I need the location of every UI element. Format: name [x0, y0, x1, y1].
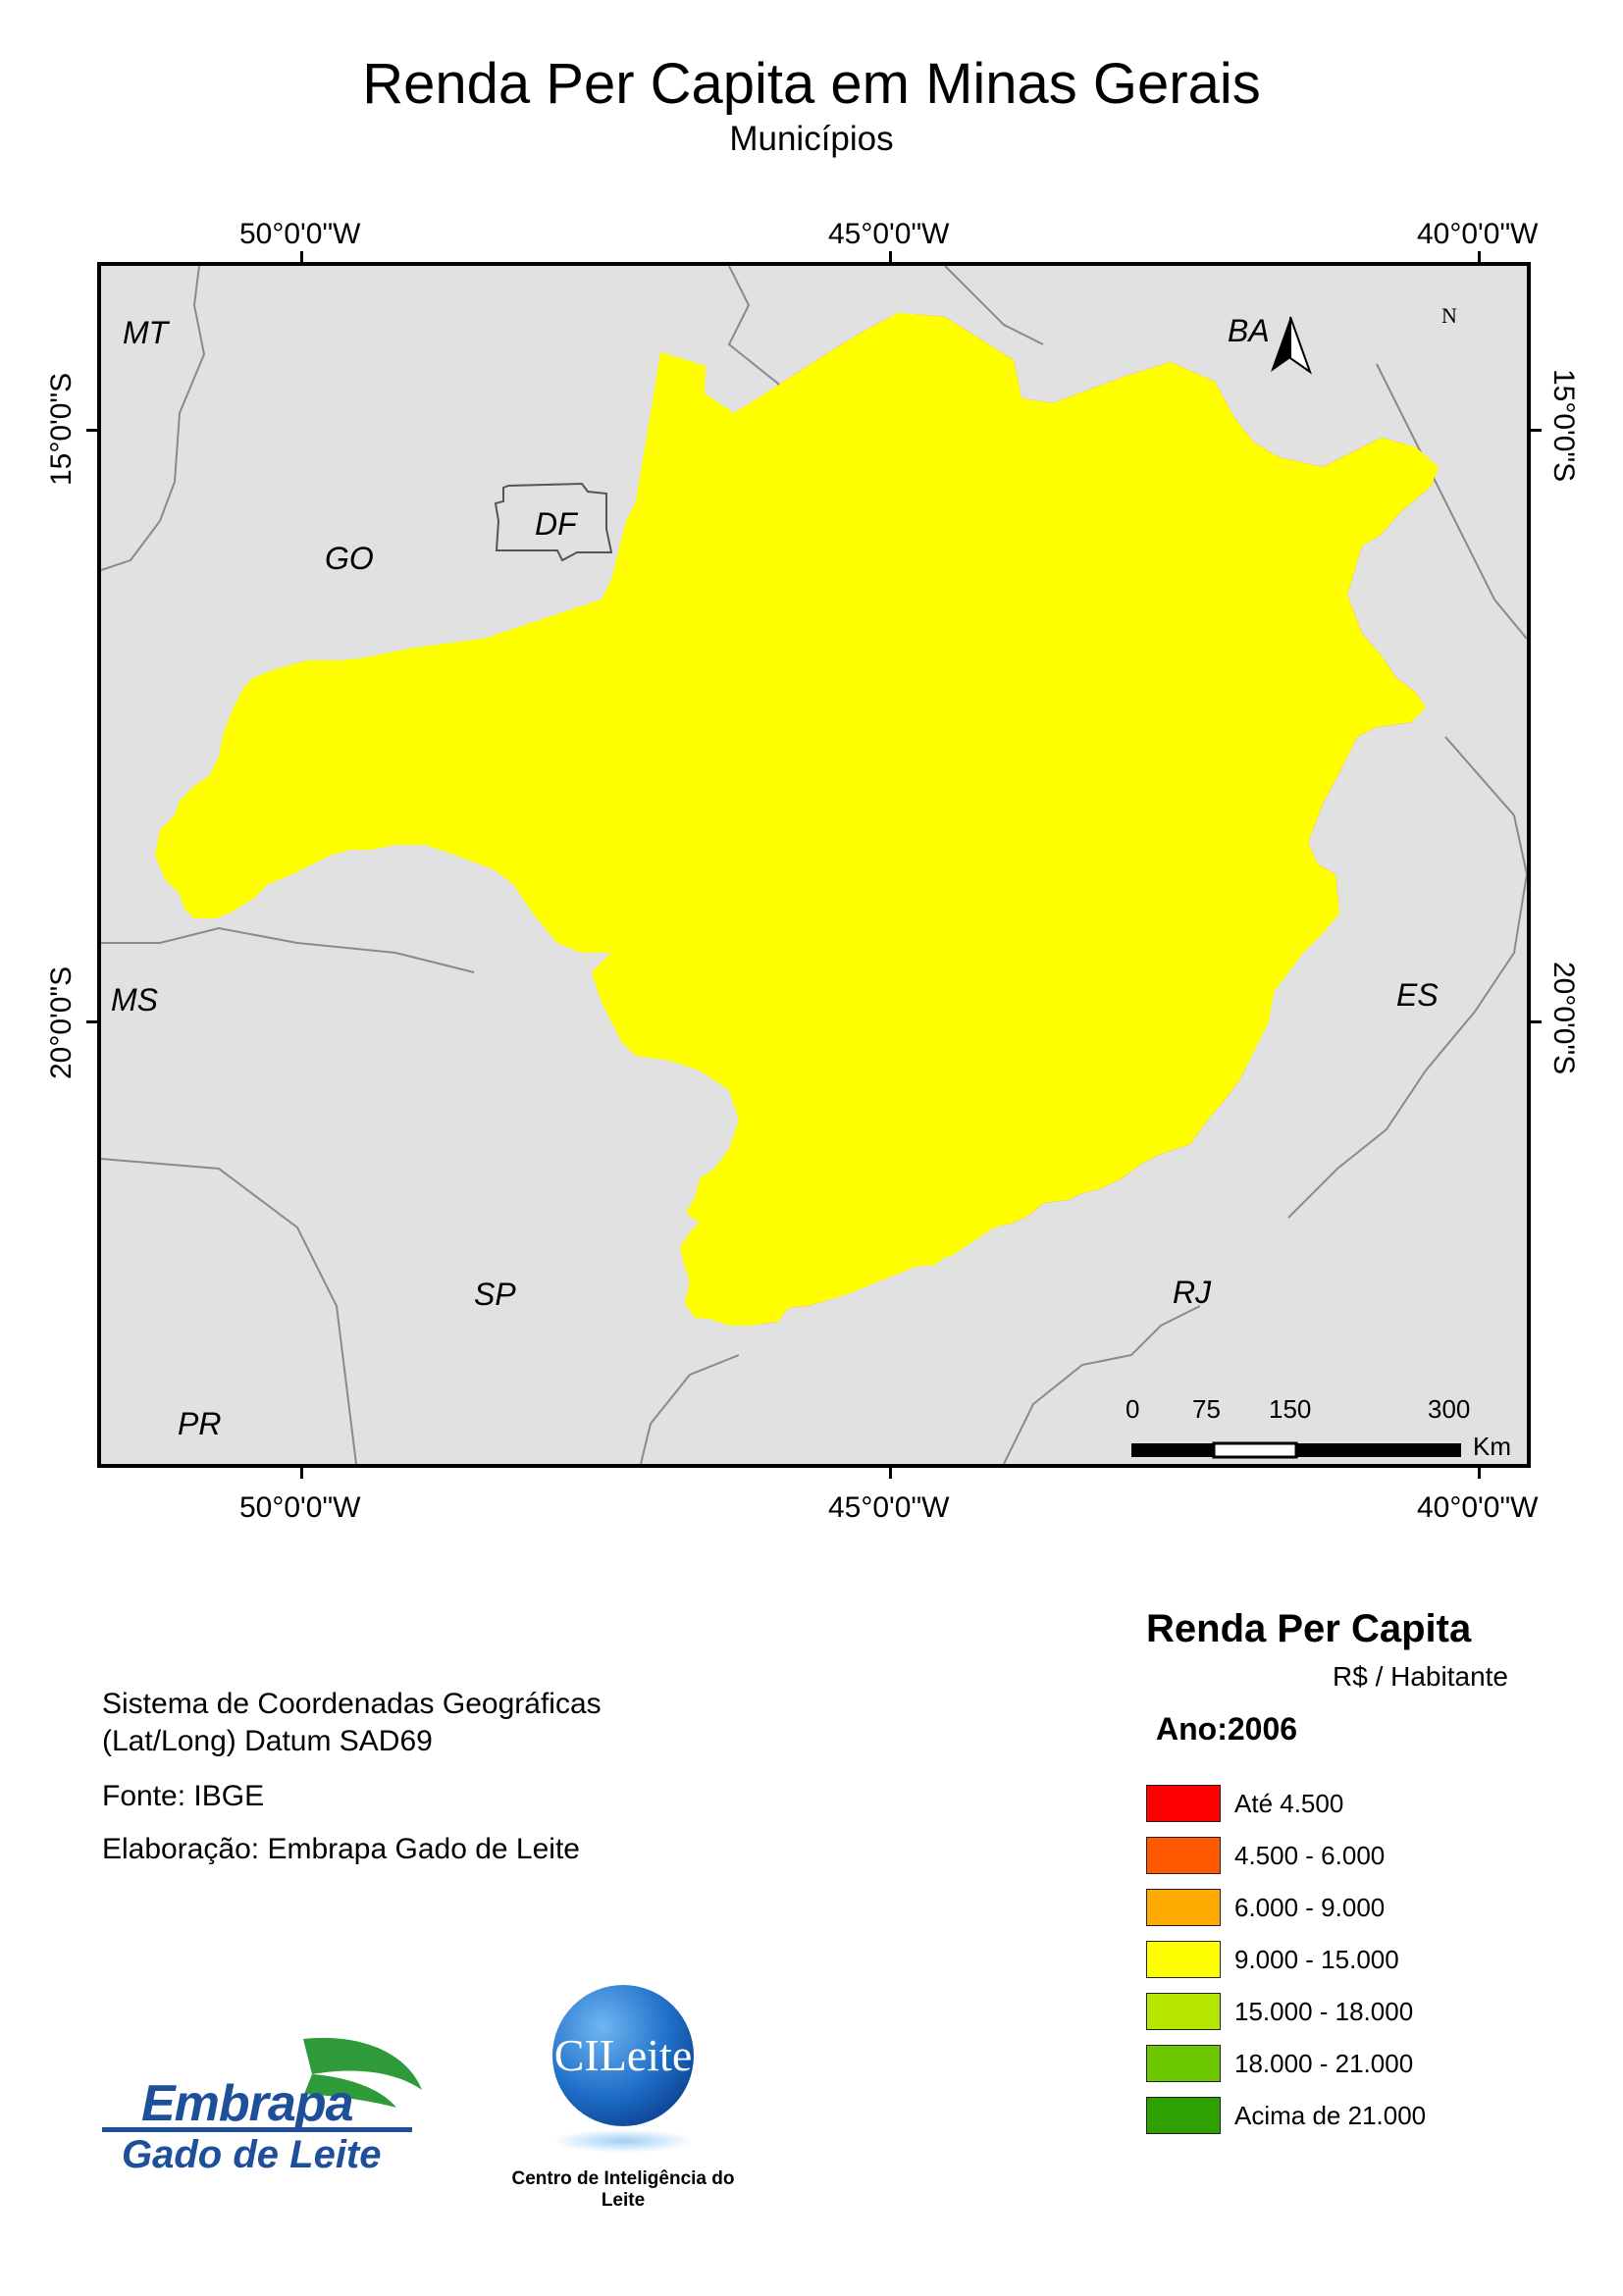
- scale-tick-75: 75: [1192, 1394, 1221, 1424]
- north-arrow-icon: [1271, 316, 1312, 375]
- state-label-rj: RJ: [1173, 1275, 1212, 1310]
- legend-item: 9.000 - 15.000: [1146, 1940, 1399, 1979]
- state-label-go: GO: [325, 541, 374, 576]
- legend-swatch: [1146, 1889, 1221, 1926]
- lon-label-top-50w: 50°0'0"W: [239, 218, 361, 250]
- lon-label-top-40w: 40°0'0"W: [1417, 218, 1539, 250]
- legend-swatch: [1146, 2097, 1221, 2134]
- state-label-ba: BA: [1228, 313, 1270, 348]
- legend-swatch: [1146, 2045, 1221, 2082]
- df-outline: [494, 482, 613, 562]
- state-label-df: DF: [535, 506, 577, 542]
- legend-label: 6.000 - 9.000: [1234, 1892, 1386, 1922]
- scale-unit: Km: [1473, 1432, 1511, 1461]
- state-label-es: ES: [1396, 977, 1439, 1013]
- cileite-logo: CILeite Centro de Inteligência do Leite: [491, 1972, 756, 2211]
- lat-label-right-20s: 20°0'0"S: [1547, 962, 1580, 1075]
- grid-tick: [889, 251, 892, 263]
- map-canvas: [101, 266, 1527, 1464]
- grid-tick: [86, 429, 98, 432]
- legend-title: Renda Per Capita: [1146, 1607, 1472, 1650]
- lon-label-top-45w: 45°0'0"W: [828, 218, 950, 250]
- legend-label: Acima de 21.000: [1234, 2100, 1427, 2130]
- legend-label: 18.000 - 21.000: [1234, 2048, 1414, 2078]
- legend-item: Acima de 21.000: [1146, 2096, 1426, 2135]
- legend-label: 15.000 - 18.000: [1234, 1996, 1414, 2026]
- legend-label: 9.000 - 15.000: [1234, 1944, 1399, 1974]
- scale-tick-150: 150: [1269, 1394, 1312, 1424]
- lat-label-left-15s: 15°0'0"S: [45, 372, 78, 486]
- state-label-ms: MS: [111, 982, 158, 1018]
- crs-line-2: (Lat/Long) Datum SAD69: [102, 1725, 433, 1757]
- lon-label-bottom-40w: 40°0'0"W: [1417, 1491, 1539, 1524]
- cileite-caption: Centro de Inteligência do Leite: [511, 2168, 735, 2211]
- legend-swatch: [1146, 1941, 1221, 1978]
- grid-tick: [1530, 429, 1542, 432]
- legend-swatch: [1146, 1837, 1221, 1874]
- state-label-sp: SP: [474, 1277, 516, 1312]
- cileite-wordmark: CILeite: [553, 2030, 693, 2080]
- legend-label: Até 4.500: [1234, 1788, 1344, 1818]
- map-frame: MT GO DF BA MS ES SP RJ PR N 0 75 150 30…: [97, 262, 1531, 1468]
- cileite-logo-icon: [552, 1985, 694, 2153]
- grid-tick: [300, 251, 303, 263]
- scale-tick-0: 0: [1126, 1394, 1140, 1424]
- grid-tick: [86, 1020, 98, 1023]
- lat-label-left-20s: 20°0'0"S: [45, 965, 78, 1079]
- crs-line-1: Sistema de Coordenadas Geográficas: [102, 1688, 602, 1720]
- legend-year: Ano:2006: [1156, 1711, 1298, 1747]
- north-arrow-label: N: [1441, 303, 1457, 328]
- legend-item: 15.000 - 18.000: [1146, 1992, 1413, 2031]
- embrapa-logo-icon: [102, 2037, 422, 2132]
- legend-item: 18.000 - 21.000: [1146, 2044, 1413, 2083]
- grid-tick: [1478, 1467, 1481, 1479]
- embrapa-logo: Embrapa Gado de Leite: [102, 2031, 432, 2198]
- map-notes: Sistema de Coordenadas Geográficas (Lat/…: [102, 1686, 602, 1868]
- lon-label-bottom-50w: 50°0'0"W: [239, 1491, 361, 1524]
- legend-item: 6.000 - 9.000: [1146, 1888, 1385, 1927]
- legend-label: 4.500 - 6.000: [1234, 1840, 1386, 1870]
- lon-label-bottom-45w: 45°0'0"W: [828, 1491, 950, 1524]
- scale-bar: [1131, 1441, 1461, 1459]
- grid-tick: [889, 1467, 892, 1479]
- grid-tick: [1530, 1020, 1542, 1023]
- grid-tick: [1478, 251, 1481, 263]
- legend-item: Até 4.500: [1146, 1784, 1343, 1823]
- map-title: Renda Per Capita em Minas Gerais: [362, 52, 1261, 116]
- author-note: Elaboração: Embrapa Gado de Leite: [102, 1833, 580, 1865]
- embrapa-unit: Gado de Leite: [122, 2133, 382, 2176]
- source-note: Fonte: IBGE: [102, 1780, 265, 1812]
- map-subtitle: Municípios: [729, 120, 894, 158]
- state-label-pr: PR: [178, 1406, 222, 1441]
- embrapa-wordmark: Embrapa: [141, 2075, 354, 2132]
- legend-swatch: [1146, 1993, 1221, 2030]
- legend-item: 4.500 - 6.000: [1146, 1836, 1385, 1875]
- legend-swatch: [1146, 1785, 1221, 1822]
- legend-units: R$ / Habitante: [1333, 1661, 1508, 1692]
- scale-tick-300: 300: [1428, 1394, 1471, 1424]
- lat-label-right-15s: 15°0'0"S: [1547, 369, 1580, 483]
- state-label-mt: MT: [123, 315, 169, 350]
- grid-tick: [300, 1467, 303, 1479]
